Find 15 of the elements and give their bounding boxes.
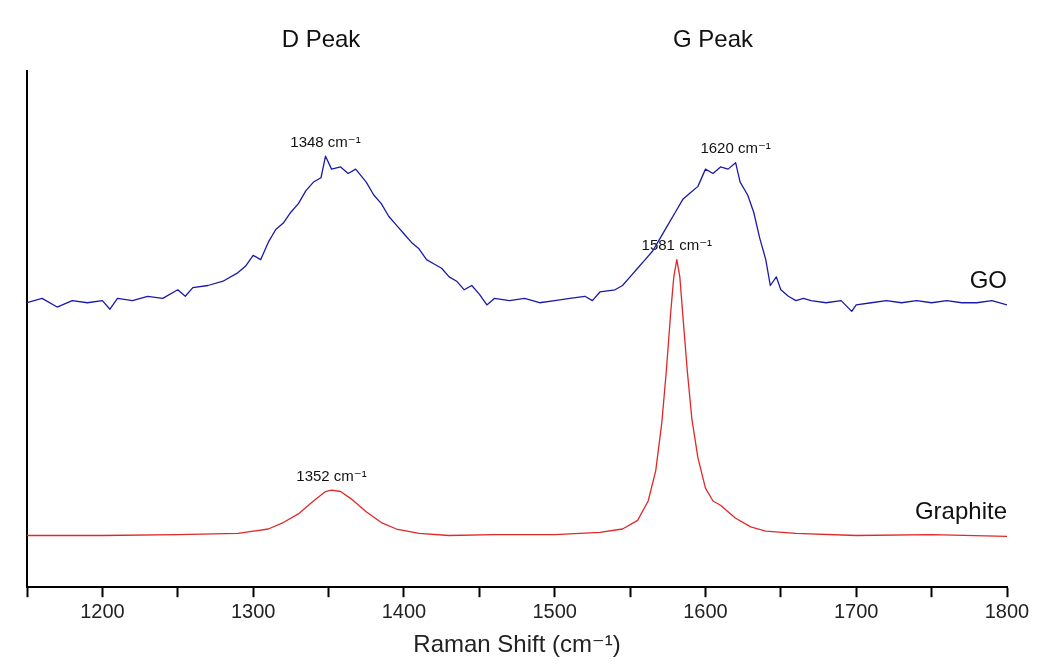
x-tick-label: 1800 — [984, 599, 1030, 622]
x-tick-label: 1400 — [381, 599, 427, 622]
x-tick-label: 1200 — [80, 599, 125, 622]
annotation: 1348 cm⁻¹ — [290, 132, 361, 150]
x-tick-label: 1600 — [683, 599, 728, 622]
x-tick-label: 1500 — [532, 599, 577, 622]
x-tick-label: 1300 — [230, 599, 276, 622]
annotation: 1620 cm⁻¹ — [700, 139, 771, 157]
annotation: 1352 cm⁻¹ — [296, 466, 367, 484]
x-tick-label: 1700 — [833, 599, 879, 622]
series-label: Graphite — [914, 496, 1007, 524]
text: G Peak — [672, 24, 755, 52]
text: D Peak — [281, 24, 362, 52]
x-axis-title: Raman Shift (cm⁻¹) — [413, 630, 621, 658]
series-label: GO — [969, 265, 1007, 293]
